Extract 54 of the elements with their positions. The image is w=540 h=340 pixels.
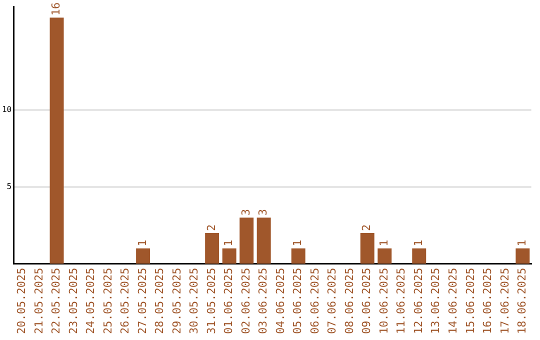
bar (222, 248, 236, 264)
x-tick-label: 31.05.2025 (204, 268, 218, 334)
bar (50, 18, 64, 264)
data-label: 1 (222, 240, 236, 246)
data-label: 2 (360, 224, 374, 231)
bar (360, 233, 374, 264)
x-tick-label: 04.06.2025 (274, 268, 287, 334)
x-tick-label: 23.05.2025 (66, 268, 80, 334)
data-label: 1 (136, 240, 149, 246)
bar (516, 248, 530, 264)
y-tick-label: 5 (6, 182, 12, 191)
x-tick-label: 15.06.2025 (464, 268, 477, 334)
x-tick-label: 12.06.2025 (412, 268, 425, 334)
x-tick-label: 02.06.2025 (239, 268, 252, 334)
bar (240, 218, 254, 264)
x-tick-label: 28.05.2025 (153, 268, 166, 334)
bar (205, 233, 220, 264)
bar (378, 248, 392, 264)
x-tick-label: 03.06.2025 (256, 268, 270, 334)
x-tick-label: 30.05.2025 (188, 268, 201, 334)
bar (136, 248, 150, 264)
x-tick-label: 18.06.2025 (516, 268, 529, 334)
x-tick-label: 06.06.2025 (308, 268, 322, 334)
x-tick-label: 16.06.2025 (481, 268, 494, 334)
data-label: 2 (204, 224, 218, 231)
x-tick-label: 07.06.2025 (326, 268, 339, 334)
x-tick-label: 17.06.2025 (498, 268, 512, 334)
data-label: 1 (412, 240, 425, 246)
data-label: 1 (291, 240, 304, 246)
x-tick-label: 27.05.2025 (136, 268, 149, 334)
x-tick-label: 25.05.2025 (101, 268, 114, 334)
x-tick-label: 24.05.2025 (84, 268, 98, 334)
data-label: 1 (377, 240, 390, 246)
x-tick-label: 26.05.2025 (118, 268, 132, 334)
x-tick-label: 08.06.2025 (342, 268, 356, 334)
x-tick-label: 05.06.2025 (291, 268, 304, 334)
bar (256, 218, 271, 264)
x-tick-label: 20.05.2025 (15, 268, 28, 334)
data-label: 3 (256, 208, 270, 216)
y-tick-label: 10 (2, 104, 12, 114)
data-label: 3 (239, 208, 252, 216)
bar (291, 248, 306, 264)
data-label: 1 (516, 240, 529, 246)
data-label: 16 (50, 2, 63, 16)
x-tick-label: 09.06.2025 (360, 268, 374, 334)
x-tick-label: 10.06.2025 (377, 268, 390, 334)
x-tick-label: 29.05.2025 (170, 268, 184, 334)
bar (412, 248, 426, 264)
x-tick-label: 21.05.2025 (32, 268, 46, 334)
x-tick-label: 01.06.2025 (222, 268, 236, 334)
x-tick-label: 22.05.2025 (50, 268, 63, 334)
x-tick-label: 13.06.2025 (429, 268, 442, 334)
x-tick-label: 14.06.2025 (446, 268, 460, 334)
x-tick-label: 11.06.2025 (394, 268, 408, 334)
